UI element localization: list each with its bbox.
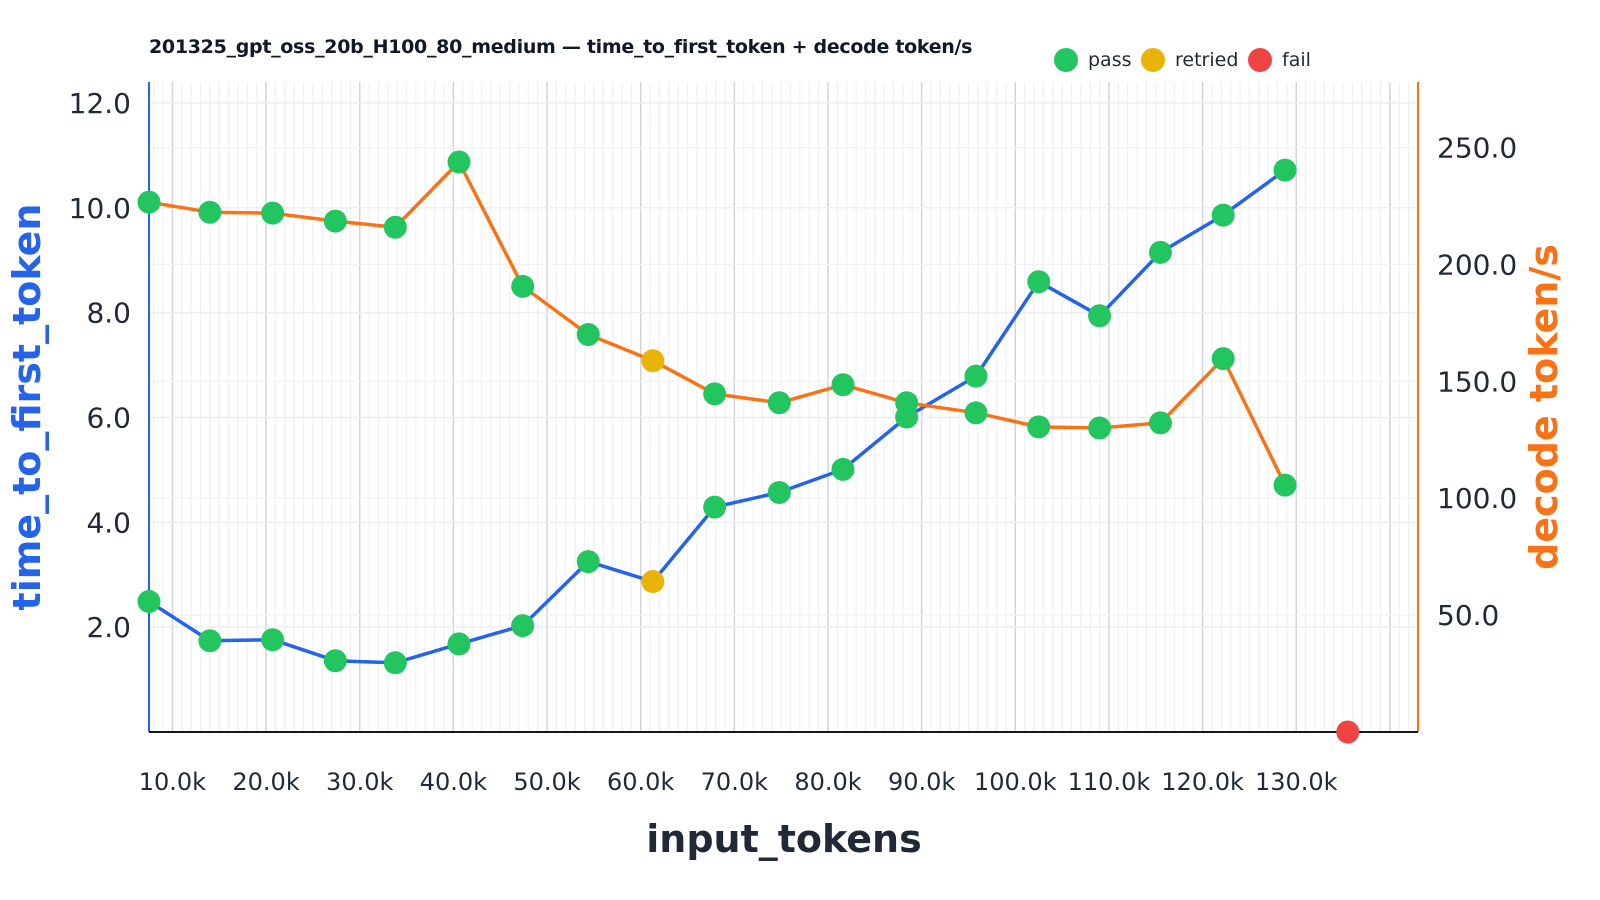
data-point-pass <box>447 632 471 656</box>
x-tick-label: 10.0k <box>139 768 206 796</box>
data-point-pass <box>1211 347 1235 371</box>
data-point-pass <box>261 628 285 652</box>
chart-title: 201325_gpt_oss_20b_H100_80_medium — time… <box>149 36 973 58</box>
data-point-pass <box>703 495 727 519</box>
data-point-pass <box>137 589 161 613</box>
legend-item-fail: fail <box>1248 48 1311 72</box>
data-point-pass <box>383 215 407 239</box>
data-point-pass <box>831 373 855 397</box>
data-point-pass <box>1027 415 1051 439</box>
pass-marker-icon <box>1054 48 1078 72</box>
x-tick-label: 30.0k <box>326 768 393 796</box>
data-point-pass <box>1273 158 1297 182</box>
data-point-pass <box>831 457 855 481</box>
legend-label: retried <box>1175 49 1239 71</box>
y-left-tick-label: 4.0 <box>86 506 131 539</box>
axes: 10.0k 20.0k 30.0k 40.0k 50.0k 60.0k 70.0k 80.0k… <box>69 82 1517 796</box>
data-point-retried <box>641 349 665 373</box>
data-point-pass <box>767 480 791 504</box>
x-tick-label: 70.0k <box>701 768 768 796</box>
data-point-pass <box>198 200 222 224</box>
y-left-tick-label: 10.0 <box>69 192 131 225</box>
x-tick-label: 20.0k <box>232 768 299 796</box>
x-tick-label: 80.0k <box>794 768 861 796</box>
legend-item-retried: retried <box>1141 48 1238 72</box>
series-line-decode <box>148 160 1287 486</box>
y-left-tick-label: 12.0 <box>69 87 131 120</box>
y-left-tick-label: 2.0 <box>86 611 131 644</box>
retried-marker-icon <box>1141 48 1165 72</box>
data-point-pass <box>964 401 988 425</box>
data-point-retried <box>641 570 665 594</box>
data-point-pass <box>511 614 535 638</box>
data-point-pass <box>964 364 988 388</box>
legend-label: pass <box>1088 49 1132 71</box>
x-tick-label: 40.0k <box>420 768 487 796</box>
data-point-pass <box>1088 416 1112 440</box>
data-point-pass <box>261 201 285 225</box>
data-point-pass <box>383 651 407 675</box>
data-point-pass <box>198 629 222 653</box>
data-point-pass <box>137 190 161 214</box>
data-point-pass <box>1148 240 1172 264</box>
legend-label: fail <box>1282 49 1311 71</box>
x-tick-label: 90.0k <box>888 768 955 796</box>
x-tick-label: 130.0k <box>1255 768 1338 796</box>
x-axis-label: input_tokens <box>646 817 921 861</box>
fail-marker-icon <box>1248 48 1272 72</box>
series-lines <box>148 160 1287 665</box>
data-point-pass <box>767 391 791 415</box>
data-point-pass <box>1211 203 1235 227</box>
y-axis-left-label: time_to_first_token <box>5 204 49 611</box>
data-point-pass <box>1273 473 1297 497</box>
data-point-pass <box>703 382 727 406</box>
grid <box>149 82 1419 732</box>
y-axis-right-label: decode token/s <box>1522 244 1566 570</box>
x-tick-label: 50.0k <box>513 768 580 796</box>
x-tick-label: 60.0k <box>607 768 674 796</box>
data-point-pass <box>323 209 347 233</box>
y-right-tick-label: 150.0 <box>1437 365 1517 398</box>
x-tick-label: 120.0k <box>1161 768 1244 796</box>
x-tick-label: 100.0k <box>974 768 1057 796</box>
data-point-pass <box>511 274 535 298</box>
y-right-tick-label: 50.0 <box>1437 599 1499 632</box>
data-point-fail <box>1336 720 1360 744</box>
data-point-pass <box>447 150 471 174</box>
y-right-tick-label: 200.0 <box>1437 248 1517 281</box>
y-right-tick-label: 250.0 <box>1437 131 1517 164</box>
series-line-ttft <box>148 168 1287 665</box>
y-left-tick-label: 8.0 <box>86 297 131 330</box>
data-point-pass <box>576 550 600 574</box>
series-points <box>137 150 1360 744</box>
x-tick-label: 110.0k <box>1068 768 1151 796</box>
data-point-pass <box>895 391 919 415</box>
data-point-pass <box>323 649 347 673</box>
data-point-pass <box>1027 270 1051 294</box>
legend-item-pass: pass <box>1054 48 1132 72</box>
y-left-tick-label: 6.0 <box>86 401 131 434</box>
data-point-pass <box>576 323 600 347</box>
data-point-pass <box>1148 411 1172 435</box>
y-right-tick-label: 100.0 <box>1437 482 1517 515</box>
data-point-pass <box>1088 304 1112 328</box>
